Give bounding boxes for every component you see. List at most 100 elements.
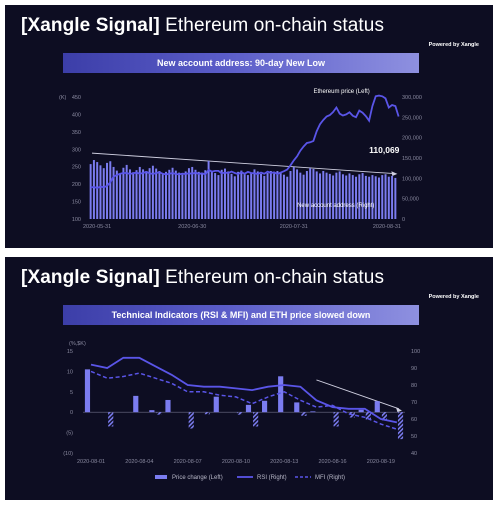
x-tick-label: 2020-08-16 <box>318 459 346 465</box>
left-tick-label: 5 <box>70 390 73 396</box>
bar <box>210 171 213 219</box>
panel-new-account-address: [Xangle Signal] Ethereum on-chain status… <box>5 5 493 248</box>
bar <box>102 168 105 219</box>
bar-positive <box>245 404 252 413</box>
trend-arrow-head <box>395 407 402 413</box>
bar <box>220 169 223 219</box>
right-tick-label: 200,000 <box>402 136 422 142</box>
bar-positive <box>165 399 171 413</box>
bar <box>338 171 341 219</box>
bar <box>171 167 174 219</box>
bar <box>223 168 226 219</box>
x-axis: 2020-05-31 2020-06-30 2020-07-31 2020-08-31 <box>83 224 401 230</box>
legend-rsi: RSI (Right) <box>257 475 287 481</box>
right-tick-label: 50 <box>411 434 417 440</box>
bar <box>286 176 289 219</box>
bar <box>273 173 276 219</box>
bar-positive <box>294 402 300 413</box>
bar <box>391 175 394 219</box>
left-tick-label: 350 <box>72 130 81 136</box>
right-tick-label: 0 <box>402 217 405 223</box>
left-tick-label: 400 <box>72 112 81 118</box>
bar <box>377 177 380 219</box>
bar <box>187 168 190 219</box>
left-axis-unit: (%,$K) <box>69 341 86 347</box>
bar <box>250 172 253 219</box>
bar <box>142 169 145 219</box>
bar <box>214 173 217 219</box>
chart-banner: Technical Indicators (RSI & MFI) and ETH… <box>63 305 419 325</box>
chart-1: 100 150 200 250 300 350 400 450 0 50,000 100,000 1… <box>59 89 422 230</box>
right-tick-label: 50,000 <box>402 197 419 203</box>
bar-negative <box>108 412 114 427</box>
bar <box>256 171 259 219</box>
bar <box>246 175 249 219</box>
bar <box>240 170 243 219</box>
bar-positive <box>149 410 155 413</box>
bar-negative <box>236 412 243 415</box>
bar <box>99 165 102 219</box>
bar <box>351 175 354 219</box>
bar <box>181 174 184 219</box>
right-tick-label: 100 <box>411 349 420 355</box>
x-axis: 2020-08-01 2020-08-04 2020-08-07 2020-08-10… <box>77 459 395 465</box>
chart-legend: Price change (Left) RSI (Right) MFI (Rig… <box>155 475 345 481</box>
left-axis: 15 10 5 0 (5) (10) <box>63 349 73 457</box>
right-tick-label: 80 <box>411 383 417 389</box>
legend-mfi: MFI (Right) <box>315 475 345 481</box>
bar <box>148 168 151 219</box>
bar-negative <box>397 412 404 440</box>
x-tick-label: 2020-07-31 <box>280 224 308 230</box>
bar <box>184 171 187 219</box>
panel-subtitle: Ethereum on-chain status <box>165 15 385 36</box>
bracket-close: ] <box>153 267 160 288</box>
bar-negative <box>381 412 388 421</box>
left-axis-unit: (K) <box>59 95 67 101</box>
bar <box>371 175 374 219</box>
right-tick-label: 70 <box>411 400 417 406</box>
bar <box>92 160 95 219</box>
bar-positive <box>310 411 316 413</box>
bar <box>348 173 351 219</box>
bar-positive <box>374 401 380 413</box>
bar <box>174 170 177 219</box>
bar-positive <box>84 369 91 413</box>
ethereum-price-line <box>90 94 400 189</box>
bar <box>197 171 200 219</box>
bar <box>119 173 122 219</box>
left-tick-label: 100 <box>72 217 81 223</box>
bar <box>319 173 321 219</box>
bar-series <box>89 160 397 219</box>
bar-negative <box>156 412 162 415</box>
powered-by-label: Powered by Xangle <box>428 294 479 300</box>
bar <box>387 176 390 219</box>
bar-negative <box>365 412 371 420</box>
trend-line <box>316 379 400 410</box>
rsi-line <box>90 356 398 424</box>
bar <box>305 171 308 219</box>
left-tick-label: 10 <box>67 369 73 375</box>
x-tick-label: 2020-08-13 <box>270 459 298 465</box>
bar <box>158 171 161 219</box>
bar <box>381 175 384 219</box>
brand-name: Xangle Signal <box>27 15 154 36</box>
bar-negative <box>253 412 259 427</box>
bar <box>325 172 328 219</box>
bar <box>364 175 367 219</box>
x-tick-label: 2020-05-31 <box>83 224 111 230</box>
bar <box>194 169 197 219</box>
bracket-open: [ <box>21 15 28 36</box>
bar <box>269 171 272 219</box>
bar <box>168 169 171 219</box>
bar <box>332 175 335 219</box>
x-tick-label: 2020-08-04 <box>125 459 153 465</box>
bracket-close: ] <box>153 15 160 36</box>
bar <box>227 171 230 219</box>
bar <box>155 168 158 219</box>
bar <box>358 174 361 219</box>
bar <box>394 177 397 219</box>
bar-negative <box>301 412 307 416</box>
right-axis: 100 90 80 70 60 50 40 <box>411 349 420 457</box>
bar <box>207 160 210 219</box>
